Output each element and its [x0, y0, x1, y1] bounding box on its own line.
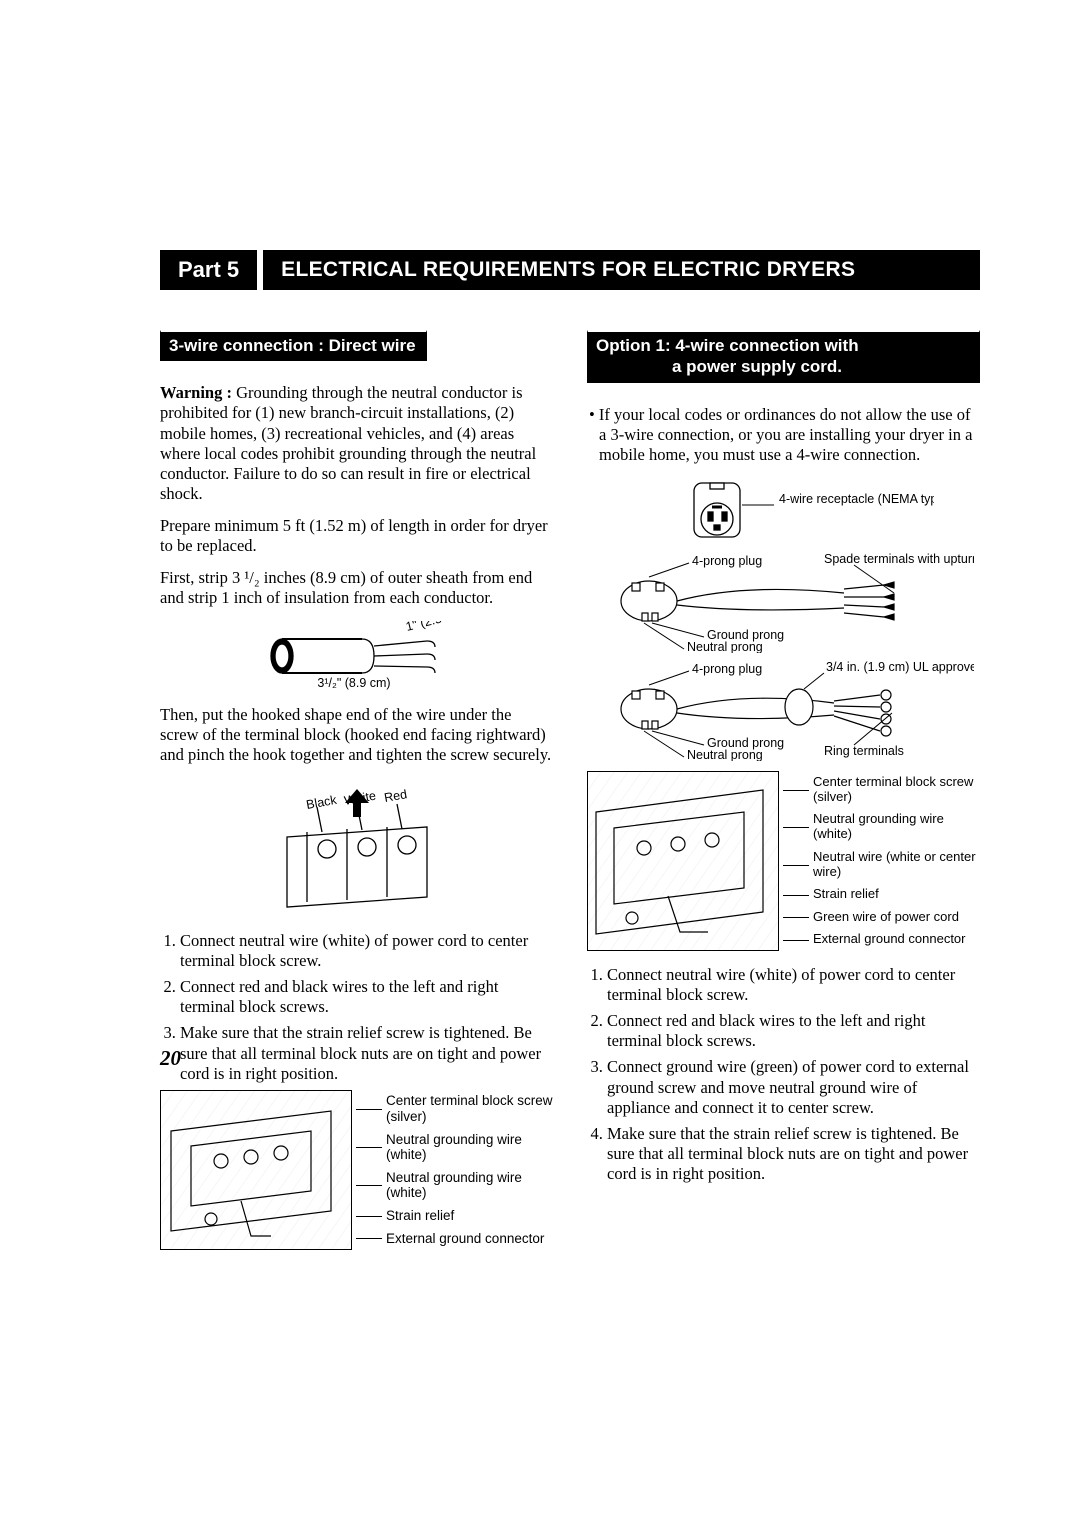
right-column: Option 1: 4-wire connection with a power… [587, 330, 980, 1264]
section-heading-3wire: 3-wire connection : Direct wire [160, 330, 427, 361]
step-item: Make sure that the strain relief screw i… [180, 1023, 553, 1083]
cable-strip-diagram: 1" (2.5 cm) 3¹/₂" (8.9 cm) [160, 621, 553, 691]
warning-paragraph: Warning : Grounding through the neutral … [160, 383, 553, 504]
svg-text:Black: Black [305, 793, 338, 812]
svg-text:White: White [343, 788, 377, 807]
step-item: Connect neutral wire (white) of power co… [180, 931, 553, 971]
diagram-label: Strain relief [362, 1208, 553, 1224]
diagram-box-icon [160, 1090, 352, 1250]
page-header: Part 5 ELECTRICAL REQUIREMENTS FOR ELECT… [160, 250, 980, 290]
page-title: ELECTRICAL REQUIREMENTS FOR ELECTRIC DRY… [263, 250, 980, 290]
prep-paragraph: Prepare minimum 5 ft (1.52 m) of length … [160, 516, 553, 556]
diagram-label: External ground connector [789, 932, 980, 947]
svg-text:4-prong plug: 4-prong plug [692, 554, 762, 568]
strip-paragraph: First, strip 3 ¹/₂ inches (8.9 cm) of ou… [160, 568, 553, 608]
svg-text:Red: Red [383, 787, 408, 805]
left-steps: Connect neutral wire (white) of power co… [160, 931, 553, 1084]
step-item: Connect red and black wires to the left … [180, 977, 553, 1017]
part-label: Part 5 [160, 250, 257, 290]
section-title-l1: 4-wire connection with [671, 336, 859, 355]
diagram-box-icon [587, 771, 779, 951]
diagram-label: Center terminal block screw (silver) [789, 775, 980, 805]
left-column: 3-wire connection : Direct wire Warning … [160, 330, 553, 1264]
terminal-block-diagram: Black White Red [160, 777, 553, 917]
diagram-label: Neutral grounding wire (white) [362, 1170, 553, 1201]
step-item: Connect red and black wires to the left … [607, 1011, 980, 1051]
right-steps: Connect neutral wire (white) of power co… [587, 965, 980, 1184]
hook-paragraph: Then, put the hooked shape end of the wi… [160, 705, 553, 765]
step-item: Connect ground wire (green) of power cor… [607, 1057, 980, 1117]
section-title-l2: a power supply cord. [596, 357, 842, 376]
diagram-label: External ground connector [362, 1231, 553, 1247]
dim-bottom: 3¹/₂" (8.9 cm) [317, 676, 390, 690]
diagram-label: Neutral wire (white or center wire) [789, 850, 980, 880]
svg-text:Ring terminals: Ring terminals [824, 744, 904, 758]
step-item: Connect neutral wire (white) of power co… [607, 965, 980, 1005]
diagram-label: Neutral grounding wire (white) [789, 812, 980, 842]
plug-spade-diagram: 4-prong plug Spade terminals with upturn… [594, 553, 974, 653]
warning-lead: Warning : [160, 383, 232, 402]
option-label: Option 1: [596, 336, 671, 355]
diagram-label: Center terminal block screw (silver) [362, 1093, 553, 1124]
intro-paragraph: If your local codes or ordinances do not… [587, 405, 980, 465]
dim-top: 1" (2.5 cm) [404, 621, 452, 634]
diagram-label: Strain relief [789, 887, 980, 902]
svg-text:Spade terminals with upturned: Spade terminals with upturned ends [824, 553, 974, 566]
svg-text:4-prong plug: 4-prong plug [692, 662, 762, 676]
receptacle-diagram: 4-wire receptacle (NEMA type 14-30R) [634, 475, 934, 545]
svg-text:Neutral prong: Neutral prong [687, 748, 763, 761]
diagram-label: Green wire of power cord [789, 910, 980, 925]
svg-text:Neutral prong: Neutral prong [687, 640, 763, 653]
left-labelled-diagram: Center terminal block screw (silver) Neu… [160, 1090, 553, 1250]
svg-text:3/4 in. (1.9 cm) UL approved s: 3/4 in. (1.9 cm) UL approved strain reli… [826, 661, 974, 674]
page-number: 20 [160, 1046, 181, 1071]
plug-ring-diagram: 4-prong plug 3/4 in. (1.9 cm) UL approve… [594, 661, 974, 761]
diagram-label: Neutral grounding wire (white) [362, 1132, 553, 1163]
step-item: Make sure that the strain relief screw i… [607, 1124, 980, 1184]
right-labelled-diagram: Center terminal block screw (silver) Neu… [587, 771, 980, 951]
svg-text:4-wire receptacle (NEMA type 1: 4-wire receptacle (NEMA type 14-30R) [779, 492, 934, 506]
section-heading-4wire: Option 1: 4-wire connection with a power… [587, 330, 980, 383]
